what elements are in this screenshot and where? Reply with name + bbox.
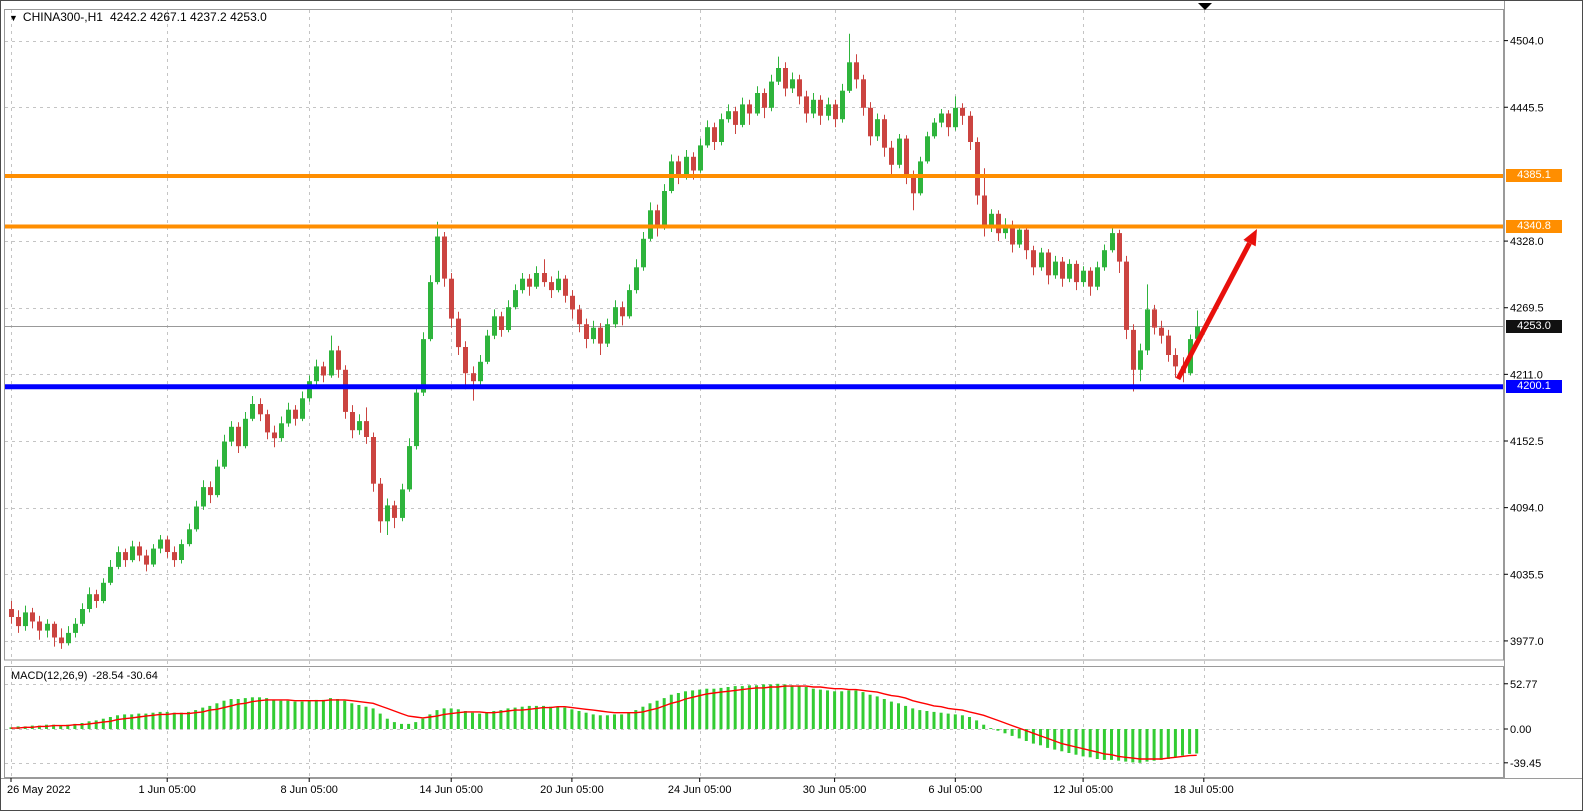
macd-signal-line: [11, 685, 1197, 760]
price-axis-label: 4504.0: [1510, 36, 1544, 48]
price-axis-labels: 4504.0 4445.5 4328.0 4269.5 4211.0 4152.5 4094…: [1504, 36, 1544, 770]
macd-axis-label: -39.45: [1510, 758, 1541, 770]
time-axis-label: 20 Jun 05:00: [540, 784, 604, 796]
current-price-badge: 4253.0: [1506, 319, 1562, 333]
resistance-level-badge-1: 4385.1: [1506, 169, 1562, 183]
macd-axis-label: 0.00: [1510, 724, 1531, 736]
macd-histogram: [9, 683, 1199, 763]
price-axis-label: 4035.5: [1510, 569, 1544, 581]
trend-arrow[interactable]: [1175, 229, 1257, 381]
time-axis-label: 24 Jun 05:00: [668, 784, 732, 796]
time-axis-label: 1 Jun 05:00: [138, 784, 196, 796]
time-axis-label: 8 Jun 05:00: [280, 784, 338, 796]
time-axis-label: 12 Jul 05:00: [1053, 784, 1113, 796]
price-axis-label: 4211.0: [1510, 369, 1543, 381]
ohlc-values: 4242.2 4267.1 4237.2 4253.0: [109, 10, 267, 24]
time-axis-label: 26 May 2022: [7, 784, 71, 796]
price-axis-label: 4094.0: [1510, 503, 1544, 515]
time-axis-label: 30 Jun 05:00: [803, 784, 867, 796]
gridlines: [5, 10, 1503, 777]
price-axis-label: 4269.5: [1510, 303, 1544, 315]
chart-shift-marker-icon[interactable]: [1198, 3, 1212, 10]
macd-indicator-name: MACD(12,26,9): [11, 670, 88, 682]
symbol-overlay: ▼ CHINA300-,H1 4242.2 4267.1 4237.2 4253.0: [9, 10, 267, 24]
support-level-badge: 4200.1: [1506, 379, 1562, 393]
price-axis-label: 4152.5: [1510, 436, 1544, 448]
price-axis-label: 3977.0: [1510, 636, 1544, 648]
macd-label-overlay: MACD(12,26,9) -28.54 -30.64: [11, 670, 158, 682]
symbol-period-label: CHINA300-,H1: [22, 10, 103, 24]
symbol-dropdown-icon[interactable]: ▼: [9, 13, 18, 23]
time-axis-label: 18 Jul 05:00: [1174, 784, 1234, 796]
pane-frames: [1, 1, 1582, 779]
price-axis-label: 4445.5: [1510, 102, 1544, 114]
time-axis-labels: 26 May 2022 1 Jun 05:00 8 Jun 05:00 14 Jun …: [7, 778, 1234, 796]
time-axis-label: 14 Jun 05:00: [419, 784, 483, 796]
price-axis-label: 4328.0: [1510, 236, 1544, 248]
macd-axis-label: 52.77: [1510, 679, 1538, 691]
candles: [9, 33, 1200, 649]
time-axis-label: 6 Jul 05:00: [928, 784, 982, 796]
macd-indicator-values: -28.54 -30.64: [92, 670, 158, 682]
resistance-level-badge-2: 4340.8: [1506, 219, 1562, 233]
